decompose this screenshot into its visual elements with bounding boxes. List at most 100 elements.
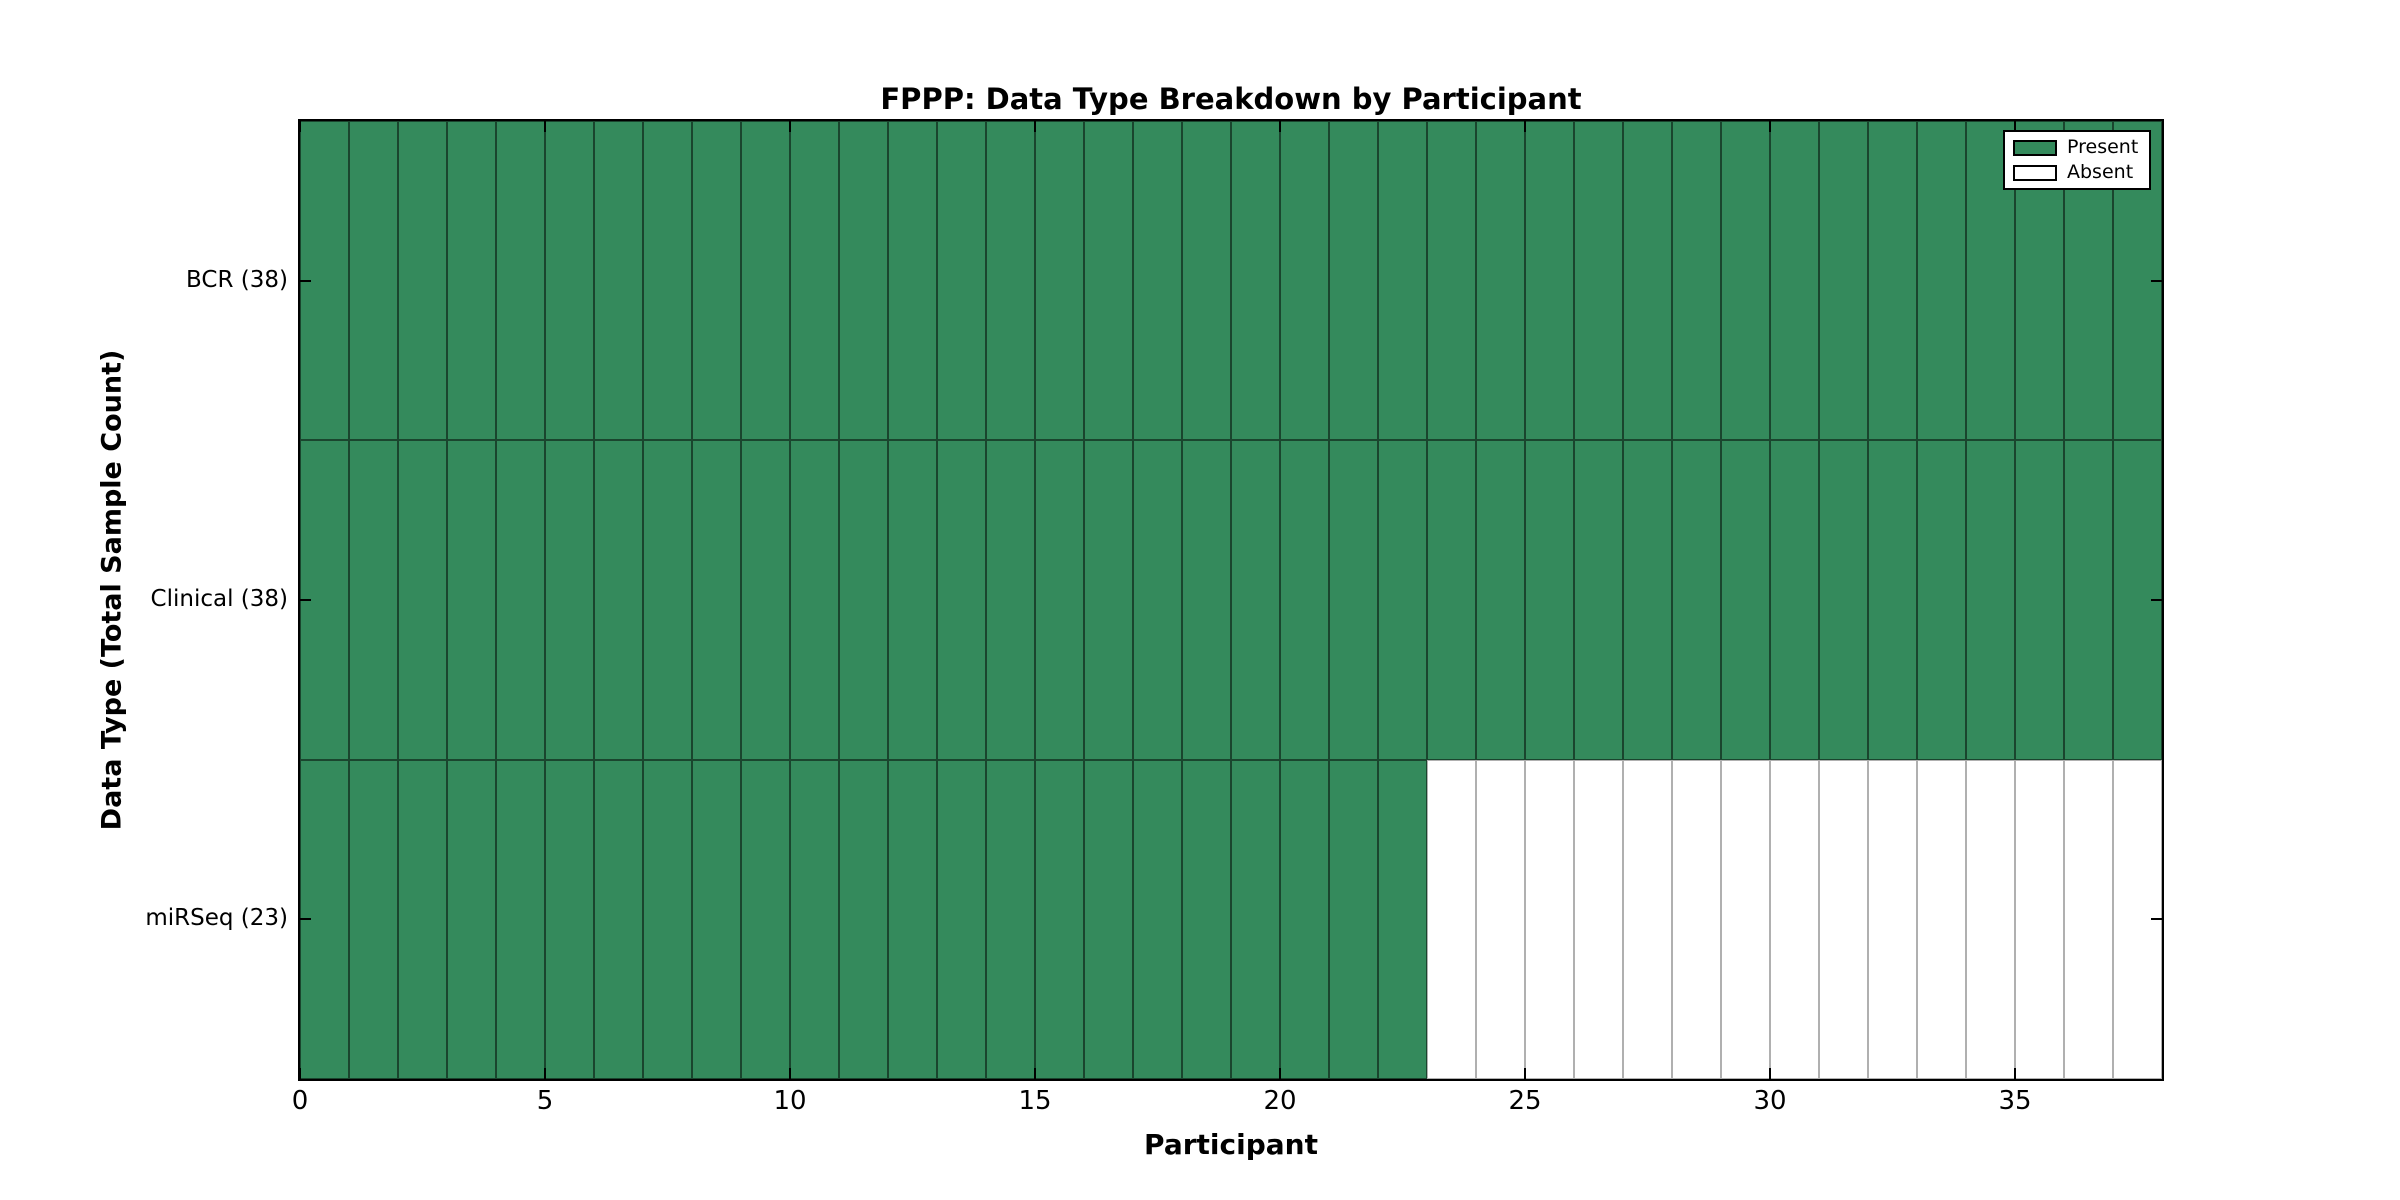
grid-cell-mirseq-19 xyxy=(1231,759,1280,1079)
grid-cell-bcr-4 xyxy=(496,121,545,441)
grid-cell-bcr-21 xyxy=(1329,121,1378,441)
legend-present-swatch xyxy=(2013,139,2057,156)
grid-cell-bcr-26 xyxy=(1574,121,1623,441)
grid-cell-bcr-10 xyxy=(790,121,839,441)
grid-cell-mirseq-29 xyxy=(1721,759,1770,1079)
y-tick-mark-right-clinical xyxy=(2151,599,2162,601)
x-tick-mark-top-0 xyxy=(299,121,301,132)
grid-cell-bcr-6 xyxy=(594,121,643,441)
grid-cell-clinical-20 xyxy=(1280,440,1329,760)
grid-cell-mirseq-26 xyxy=(1574,759,1623,1079)
plot-area: Present Absent xyxy=(298,119,2164,1081)
grid-cell-mirseq-15 xyxy=(1035,759,1084,1079)
grid-cell-bcr-14 xyxy=(986,121,1035,441)
grid-cell-mirseq-17 xyxy=(1133,759,1182,1079)
grid-cell-mirseq-35 xyxy=(2015,759,2064,1079)
x-tick-mark-top-10 xyxy=(789,121,791,132)
grid-cell-bcr-32 xyxy=(1868,121,1917,441)
grid-cell-mirseq-12 xyxy=(888,759,937,1079)
grid-cell-clinical-3 xyxy=(447,440,496,760)
y-tick-mark-right-bcr xyxy=(2151,280,2162,282)
grid-cell-clinical-9 xyxy=(741,440,790,760)
grid-cell-mirseq-31 xyxy=(1819,759,1868,1079)
grid-cell-clinical-2 xyxy=(398,440,447,760)
x-tick-mark-35 xyxy=(2014,1068,2016,1079)
heatmap-grid xyxy=(300,121,2162,1079)
x-tick-mark-top-35 xyxy=(2014,121,2016,132)
grid-cell-mirseq-24 xyxy=(1476,759,1525,1079)
grid-cell-bcr-18 xyxy=(1182,121,1231,441)
grid-cell-mirseq-4 xyxy=(496,759,545,1079)
grid-cell-bcr-33 xyxy=(1917,121,1966,441)
grid-cell-bcr-25 xyxy=(1525,121,1574,441)
grid-cell-mirseq-7 xyxy=(643,759,692,1079)
x-tick-mark-5 xyxy=(544,1068,546,1079)
grid-cell-bcr-23 xyxy=(1427,121,1476,441)
grid-cell-mirseq-11 xyxy=(839,759,888,1079)
grid-cell-bcr-2 xyxy=(398,121,447,441)
grid-cell-mirseq-5 xyxy=(545,759,594,1079)
grid-cell-bcr-11 xyxy=(839,121,888,441)
grid-cell-clinical-21 xyxy=(1329,440,1378,760)
grid-cell-clinical-19 xyxy=(1231,440,1280,760)
grid-cell-bcr-5 xyxy=(545,121,594,441)
x-tick-label-30: 30 xyxy=(1753,1086,1787,1116)
grid-cell-mirseq-9 xyxy=(741,759,790,1079)
y-tick-mark-right-mirseq xyxy=(2151,918,2162,920)
grid-cell-clinical-7 xyxy=(643,440,692,760)
grid-cell-bcr-17 xyxy=(1133,121,1182,441)
x-tick-label-5: 5 xyxy=(536,1086,554,1116)
legend: Present Absent xyxy=(2003,130,2151,190)
y-tick-mark-mirseq xyxy=(300,918,311,920)
grid-cell-clinical-24 xyxy=(1476,440,1525,760)
grid-cell-clinical-4 xyxy=(496,440,545,760)
grid-cell-bcr-27 xyxy=(1623,121,1672,441)
grid-cell-bcr-7 xyxy=(643,121,692,441)
grid-cell-mirseq-32 xyxy=(1868,759,1917,1079)
grid-cell-mirseq-28 xyxy=(1672,759,1721,1079)
grid-cell-bcr-24 xyxy=(1476,121,1525,441)
grid-cell-bcr-29 xyxy=(1721,121,1770,441)
x-tick-label-35: 35 xyxy=(1998,1086,2032,1116)
grid-cell-clinical-17 xyxy=(1133,440,1182,760)
x-tick-mark-top-25 xyxy=(1524,121,1526,132)
grid-cell-mirseq-18 xyxy=(1182,759,1231,1079)
grid-cell-clinical-22 xyxy=(1378,440,1427,760)
grid-cell-clinical-26 xyxy=(1574,440,1623,760)
grid-cell-clinical-29 xyxy=(1721,440,1770,760)
x-tick-mark-top-5 xyxy=(544,121,546,132)
grid-cell-bcr-1 xyxy=(349,121,398,441)
grid-cell-clinical-23 xyxy=(1427,440,1476,760)
y-tick-label-bcr: BCR (38) xyxy=(186,266,288,293)
y-tick-label-mirseq: miRSeq (23) xyxy=(145,905,288,932)
x-tick-label-20: 20 xyxy=(1263,1086,1297,1116)
y-tick-label-clinical: Clinical (38) xyxy=(150,586,288,612)
x-tick-label-15: 15 xyxy=(1018,1086,1052,1116)
grid-cell-mirseq-16 xyxy=(1084,759,1133,1079)
grid-cell-bcr-31 xyxy=(1819,121,1868,441)
grid-cell-bcr-13 xyxy=(937,121,986,441)
x-tick-label-10: 10 xyxy=(773,1086,807,1116)
grid-cell-mirseq-36 xyxy=(2064,759,2113,1079)
grid-cell-clinical-33 xyxy=(1917,440,1966,760)
grid-cell-mirseq-33 xyxy=(1917,759,1966,1079)
x-tick-label-0: 0 xyxy=(291,1086,309,1116)
grid-cell-mirseq-25 xyxy=(1525,759,1574,1079)
grid-cell-clinical-25 xyxy=(1525,440,1574,760)
grid-cell-clinical-18 xyxy=(1182,440,1231,760)
grid-cell-bcr-22 xyxy=(1378,121,1427,441)
grid-cell-mirseq-22 xyxy=(1378,759,1427,1079)
grid-cell-mirseq-21 xyxy=(1329,759,1378,1079)
grid-cell-mirseq-23 xyxy=(1427,759,1476,1079)
legend-entry-absent: Absent xyxy=(2013,163,2141,182)
x-tick-mark-15 xyxy=(1034,1068,1036,1079)
grid-cell-mirseq-13 xyxy=(937,759,986,1079)
y-tick-mark-bcr xyxy=(300,280,311,282)
grid-cell-bcr-20 xyxy=(1280,121,1329,441)
x-tick-mark-top-30 xyxy=(1769,121,1771,132)
grid-cell-clinical-16 xyxy=(1084,440,1133,760)
grid-cell-bcr-15 xyxy=(1035,121,1084,441)
grid-cell-clinical-34 xyxy=(1966,440,2015,760)
grid-cell-mirseq-14 xyxy=(986,759,1035,1079)
